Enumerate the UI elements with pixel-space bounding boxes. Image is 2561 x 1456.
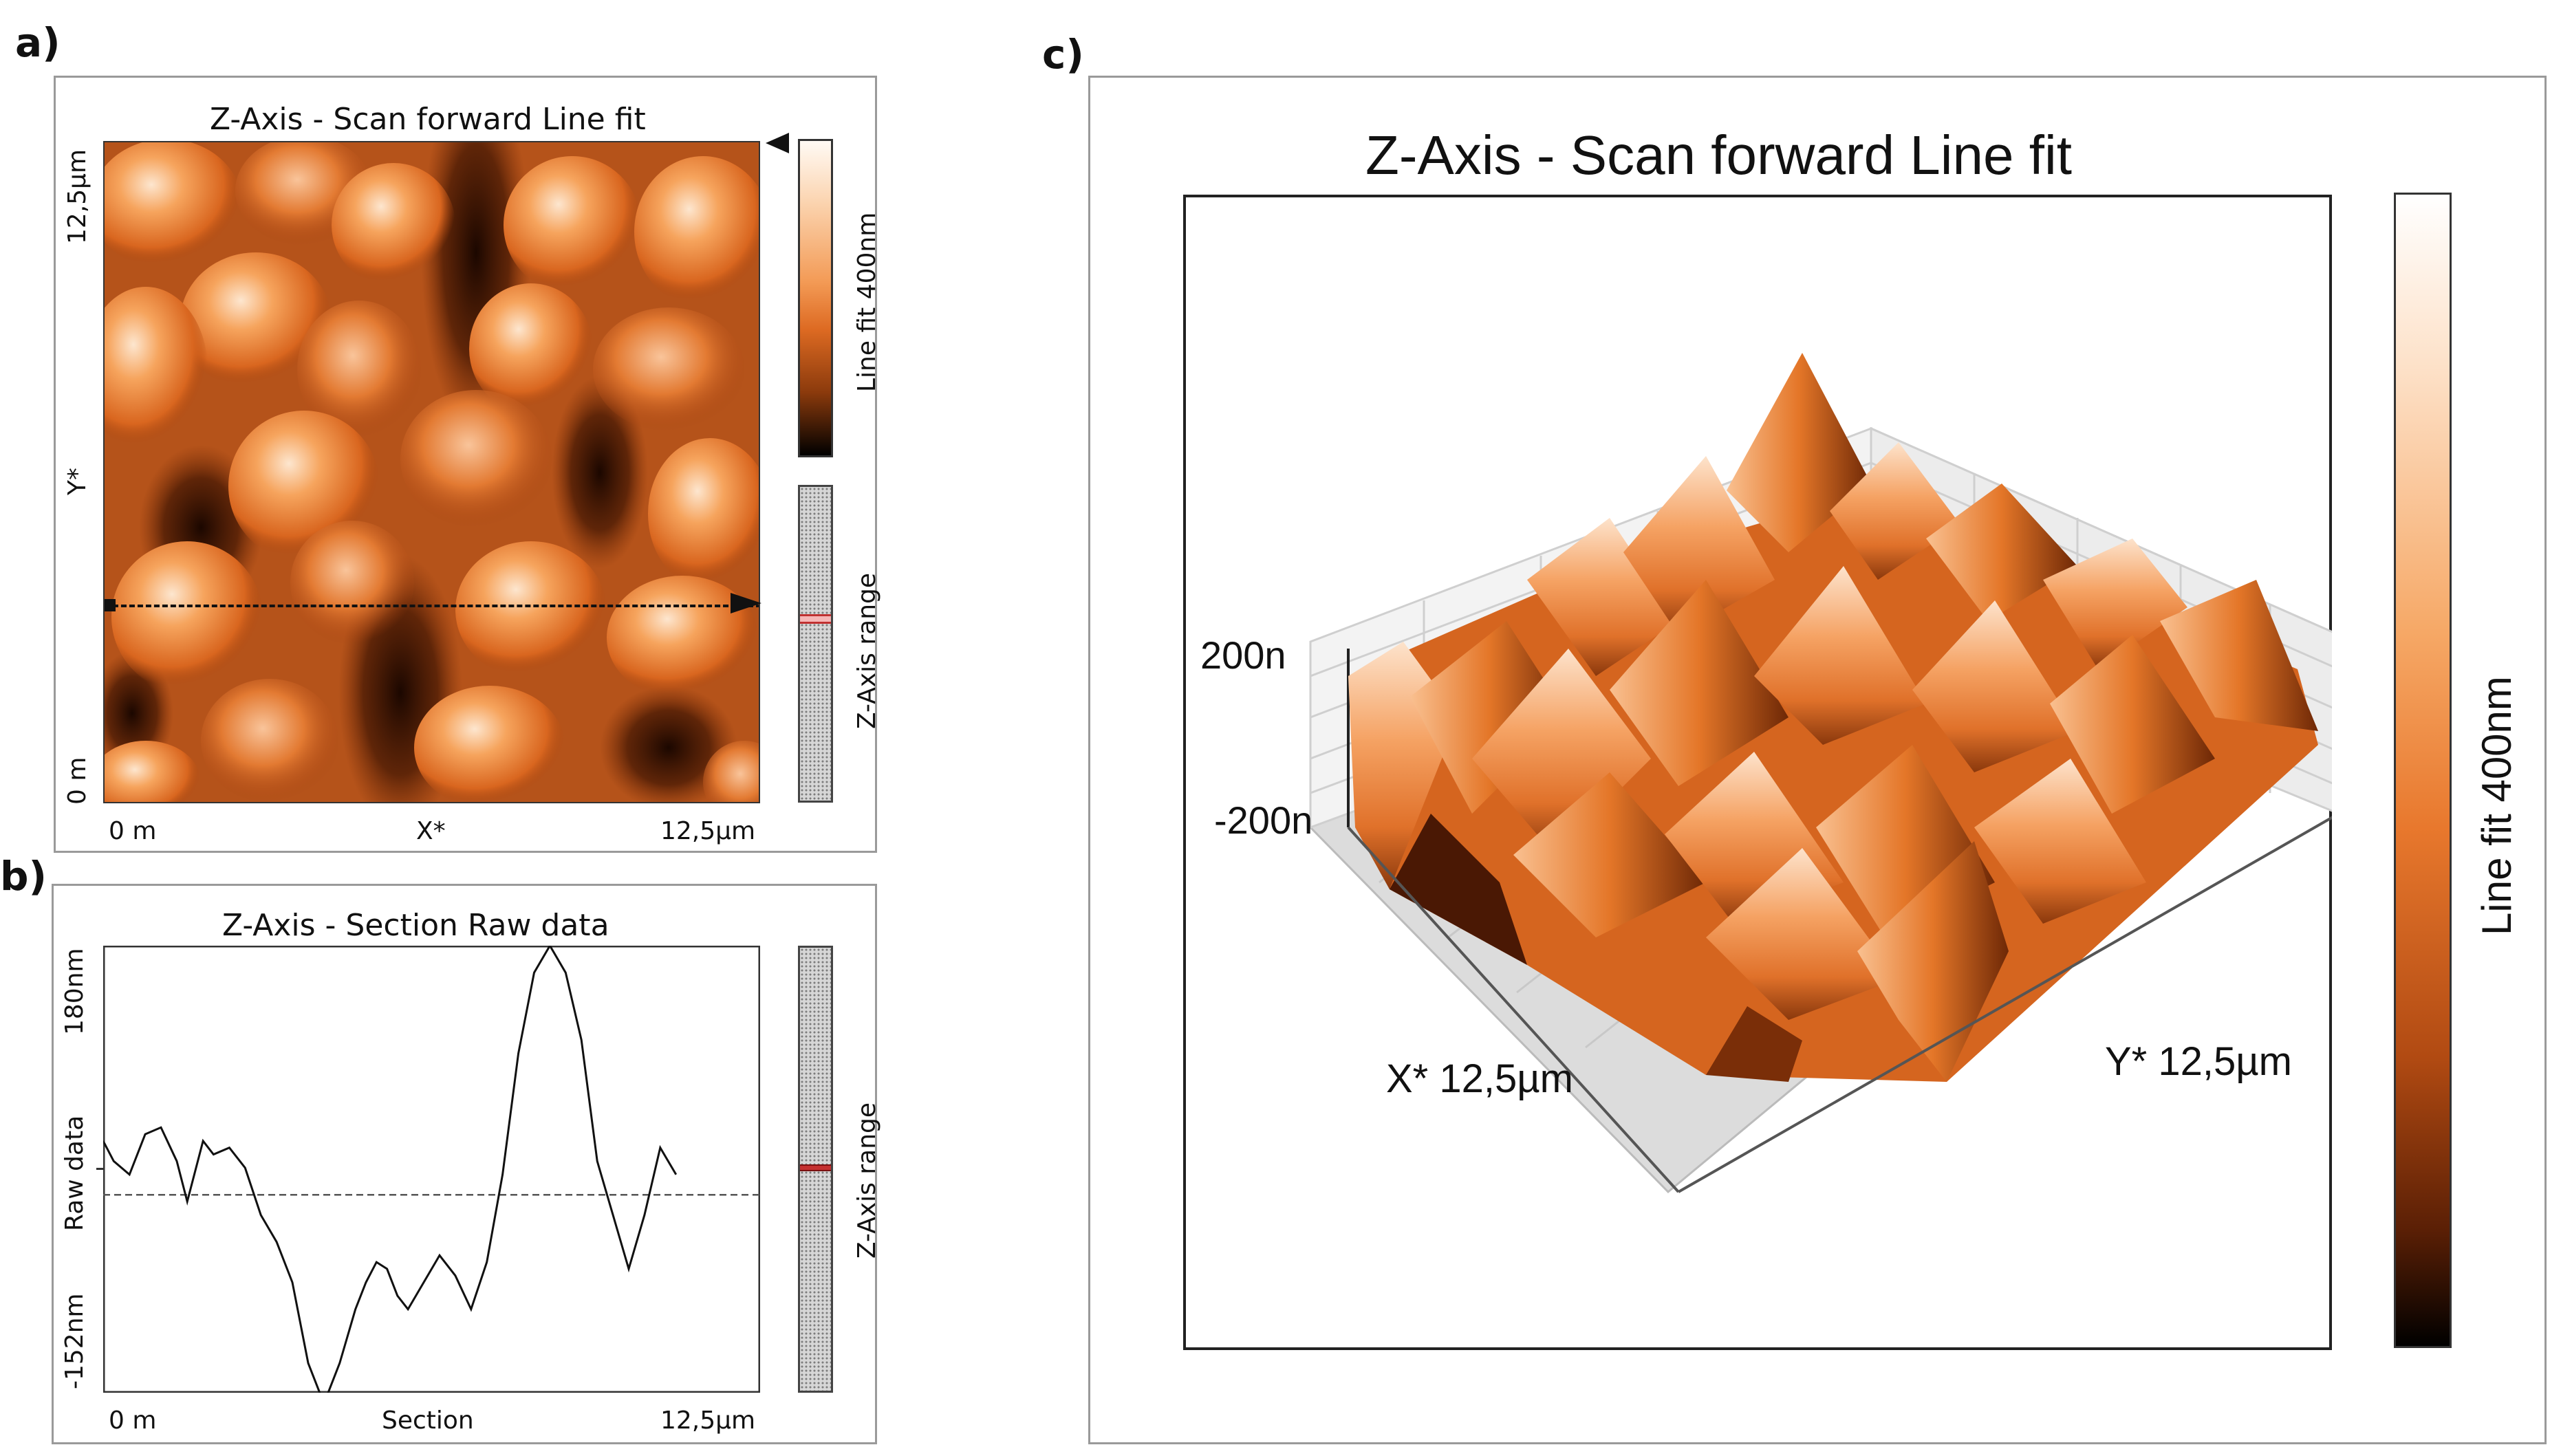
panel-b-x-left-label: 0 m	[109, 1406, 157, 1435]
section-profile-chart	[103, 946, 760, 1393]
panel-b-z-range-marker[interactable]	[800, 1164, 831, 1171]
panel-c-z-top-label: 200n	[1200, 633, 1286, 677]
panel-a-colorbar	[798, 139, 833, 457]
panel-a-x-right-label: 12,5µm	[660, 817, 756, 845]
surface-3d-plot	[1308, 353, 2332, 1194]
panel-label-c: c)	[1042, 31, 1084, 78]
panel-a-title: Z-Axis - Scan forward Line fit	[210, 102, 646, 137]
colorbar-pointer-icon[interactable]	[766, 133, 789, 153]
surface-peaks	[1348, 353, 2318, 1082]
panel-b-y-bottom-label: -152nm	[61, 1293, 89, 1389]
panel-b-x-mid-label: Section	[382, 1406, 474, 1435]
section-profile-line	[103, 946, 678, 1393]
panel-a-x-mid-label: X*	[416, 817, 446, 845]
section-line-start-handle[interactable]	[105, 599, 116, 611]
panel-b-y-tick-mid	[96, 1168, 105, 1170]
panel-b-x-right-label: 12,5µm	[660, 1406, 756, 1435]
panel-b-title: Z-Axis - Section Raw data	[222, 908, 609, 943]
panel-c-x-axis-label: X* 12,5µm	[1386, 1056, 1573, 1101]
panel-a-z-range-marker[interactable]	[800, 614, 831, 624]
panel-a-y-top-label: 12,5µm	[63, 149, 91, 244]
afm-topography-svg	[105, 142, 759, 802]
panel-c-z-bottom-label: -200n	[1214, 798, 1313, 842]
front-left-edge	[1347, 826, 1680, 1193]
panel-a-range-label: Z-Axis range	[853, 572, 881, 729]
panel-b-y-mid-label: Raw data	[61, 1115, 89, 1231]
section-line[interactable]	[105, 605, 759, 607]
section-plot-area	[103, 946, 760, 1393]
panel-b-y-top-label: 180nm	[61, 948, 89, 1035]
panel-a-colorbar-label: Line fit 400nm	[853, 212, 881, 392]
afm-topography-image	[103, 141, 760, 803]
panel-c-y-axis-label: Y* 12,5µm	[2105, 1039, 2292, 1084]
panel-c-title: Z-Axis - Scan forward Line fit	[1365, 124, 2072, 186]
panel-label-b: b)	[0, 853, 47, 900]
panel-a-x-left-label: 0 m	[109, 817, 157, 845]
panel-a-y-bottom-label: 0 m	[63, 757, 91, 805]
panel-label-a: a)	[15, 19, 61, 66]
panel-b-range-label: Z-Axis range	[853, 1102, 881, 1259]
front-right-edge	[1678, 816, 2332, 1193]
panel-a-z-range-bar[interactable]	[798, 485, 833, 803]
panel-c-colorbar-label: Line fit 400nm	[2474, 676, 2520, 935]
panel-a-y-mid-label: Y*	[63, 468, 91, 495]
section-line-arrow-icon[interactable]	[731, 593, 761, 613]
panel-c-colorbar	[2394, 193, 2452, 1348]
